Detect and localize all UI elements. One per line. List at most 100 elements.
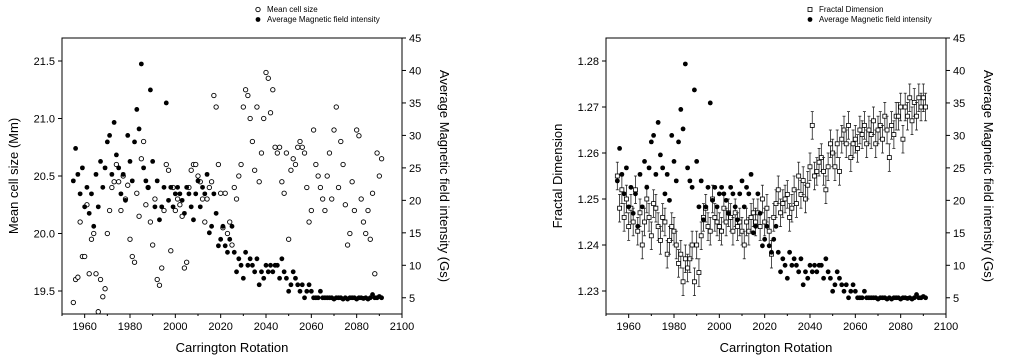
chart2-y-right-tick-label: 15 bbox=[953, 228, 965, 240]
chart1-magnetic-field-point bbox=[84, 184, 90, 190]
chart1-magnetic-field-point bbox=[209, 223, 215, 229]
chart2-magnetic-field-point bbox=[834, 269, 840, 275]
chart2-fractal-dimension-point bbox=[909, 118, 915, 124]
chart2-y-right-tick-label: 40 bbox=[953, 65, 965, 77]
chart1-mean-cell-size-point bbox=[156, 282, 163, 288]
chart1-mean-cell-size-point bbox=[276, 144, 283, 150]
chart2-fractal-dimension-point bbox=[678, 251, 684, 257]
chart2-fractal-dimension-point bbox=[794, 201, 799, 207]
chart1-magnetic-field-point bbox=[265, 269, 271, 275]
chart2-magnetic-field-point bbox=[760, 243, 765, 249]
chart1-mean-cell-size-point bbox=[202, 219, 208, 225]
chart2-magnetic-field-point bbox=[744, 184, 749, 190]
chart1-mean-cell-size-point bbox=[147, 219, 154, 225]
chart2-fractal-dimension-point bbox=[639, 242, 645, 248]
chart1-mean-cell-size-point bbox=[365, 207, 371, 214]
chart1-magnetic-field-point bbox=[288, 282, 294, 288]
chart2-magnetic-field-point bbox=[823, 256, 829, 262]
chart1-mean-cell-size-point bbox=[376, 173, 382, 179]
chart1-mean-cell-size-point bbox=[308, 207, 314, 214]
chart1-mean-cell-size-point bbox=[125, 182, 131, 188]
chart2-magnetic-field-point bbox=[696, 204, 702, 210]
chart2-fractal-dimension-point bbox=[814, 168, 820, 174]
chart1-magnetic-field-point bbox=[179, 197, 185, 203]
chart2-magnetic-field-point bbox=[737, 191, 743, 197]
chart1-x-axis-title: Carrington Rotation bbox=[176, 340, 289, 355]
chart2-fractal-dimension-point bbox=[918, 104, 924, 110]
chart1-magnetic-field-point bbox=[218, 236, 224, 242]
chart1-mean-cell-size-point bbox=[231, 184, 237, 191]
chart2-magnetic-field-point bbox=[664, 171, 670, 177]
chart1-magnetic-field-point bbox=[154, 178, 160, 184]
chart2-fractal-dimension-point bbox=[705, 224, 711, 230]
chart2-magnetic-field-point bbox=[809, 269, 815, 275]
chart1-mean-cell-size-point bbox=[344, 242, 351, 248]
chart1-magnetic-field-point bbox=[184, 184, 190, 190]
chart2-fractal-dimension-point bbox=[750, 210, 756, 216]
chart1-magnetic-field-point bbox=[89, 191, 94, 197]
chart1-mean-cell-size-point bbox=[333, 104, 339, 110]
chart1-magnetic-field-point bbox=[150, 158, 156, 164]
chart1-magnetic-field-point bbox=[284, 275, 289, 281]
chart1-mean-cell-size-point bbox=[181, 265, 188, 271]
chart1-mean-cell-size-point bbox=[75, 274, 81, 280]
chart2-magnetic-field-point bbox=[728, 184, 734, 190]
chart1-magnetic-field-point bbox=[138, 61, 144, 67]
chart2-fractal-dimension-point bbox=[633, 187, 638, 193]
chart2-magnetic-field-point bbox=[825, 269, 831, 275]
chart2-legend-open-square-swatch bbox=[807, 7, 813, 12]
chart1-magnetic-field-point bbox=[118, 191, 124, 197]
chart1-mean-cell-size-point bbox=[326, 150, 333, 156]
chart2-fractal-dimension-point bbox=[673, 242, 679, 248]
chart1-magnetic-field-point bbox=[77, 191, 83, 197]
chart1-x-tick-label: 1980 bbox=[118, 321, 142, 333]
chart2-fractal-dimension-point bbox=[617, 205, 622, 211]
chart1-magnetic-field-point bbox=[297, 288, 303, 294]
chart2-magnetic-field-point bbox=[723, 197, 729, 203]
chart2-fractal-dimension-point bbox=[642, 219, 647, 225]
chart2-fractal-dimension-point bbox=[923, 104, 928, 110]
chart1-mean-cell-size-point bbox=[227, 219, 233, 225]
chart1-mean-cell-size-point bbox=[208, 179, 215, 185]
chart2-y-right-tick-label: 25 bbox=[953, 163, 965, 175]
chart1-mean-cell-size-point bbox=[270, 87, 276, 93]
chart2-fractal-dimension-point bbox=[834, 141, 840, 147]
chart1-magnetic-field-point bbox=[238, 262, 244, 268]
chart1-mean-cell-size-point bbox=[351, 207, 358, 214]
chart2-fractal-dimension-point bbox=[682, 256, 688, 262]
chart2-magnetic-field-point bbox=[633, 191, 638, 197]
chart2-magnetic-field-point bbox=[784, 275, 790, 281]
chart2-magnetic-field-point bbox=[680, 126, 686, 132]
chart1-magnetic-field-point bbox=[157, 217, 162, 223]
chart1-magnetic-field-point bbox=[152, 204, 158, 210]
chart1-y-right-tick-label: 25 bbox=[409, 163, 421, 175]
chart2-fractal-dimension-point bbox=[689, 242, 695, 248]
chart2-magnetic-field-point bbox=[617, 146, 622, 151]
chart2-fractal-dimension-point bbox=[907, 95, 913, 101]
chart2-fractal-dimension-point bbox=[624, 196, 629, 202]
chart1-mean-cell-size-point bbox=[177, 202, 183, 208]
chart1-magnetic-field-point bbox=[188, 204, 194, 210]
chart2-fractal-dimension-point bbox=[875, 127, 881, 133]
chart2-magnetic-field-point bbox=[694, 158, 700, 164]
chart2-magnetic-field-point bbox=[624, 165, 629, 171]
chart1-x-tick-label: 2080 bbox=[344, 321, 368, 333]
chart1-mean-cell-size-point bbox=[356, 133, 362, 139]
chart2-fractal-dimension-point bbox=[719, 228, 724, 234]
chart2-magnetic-field-point bbox=[646, 165, 652, 171]
chart1-mean-cell-size-point bbox=[193, 161, 199, 168]
chart2-fractal-dimension-point bbox=[828, 141, 833, 147]
chart2-fractal-dimension-point bbox=[886, 155, 892, 161]
chart2-magnetic-field-point bbox=[621, 191, 627, 197]
chart2-magnetic-field-point bbox=[662, 191, 668, 197]
chart1-magnetic-field-point bbox=[225, 249, 230, 255]
chart1-magnetic-field-point bbox=[161, 184, 167, 190]
chart2-magnetic-field-point bbox=[755, 191, 761, 197]
right-chart-panel: 1960 1980 2000 2020 2040 2060 2080 21001.231.24… bbox=[550, 5, 996, 355]
chart2-fractal-dimension-point bbox=[723, 219, 729, 225]
chart1-mean-cell-size-point bbox=[159, 265, 165, 271]
chart1-magnetic-field-point bbox=[195, 178, 201, 184]
chart1-mean-cell-size-point bbox=[188, 167, 194, 173]
chart1-mean-cell-size-point bbox=[104, 230, 110, 237]
chart2-magnetic-field-point bbox=[705, 184, 711, 190]
